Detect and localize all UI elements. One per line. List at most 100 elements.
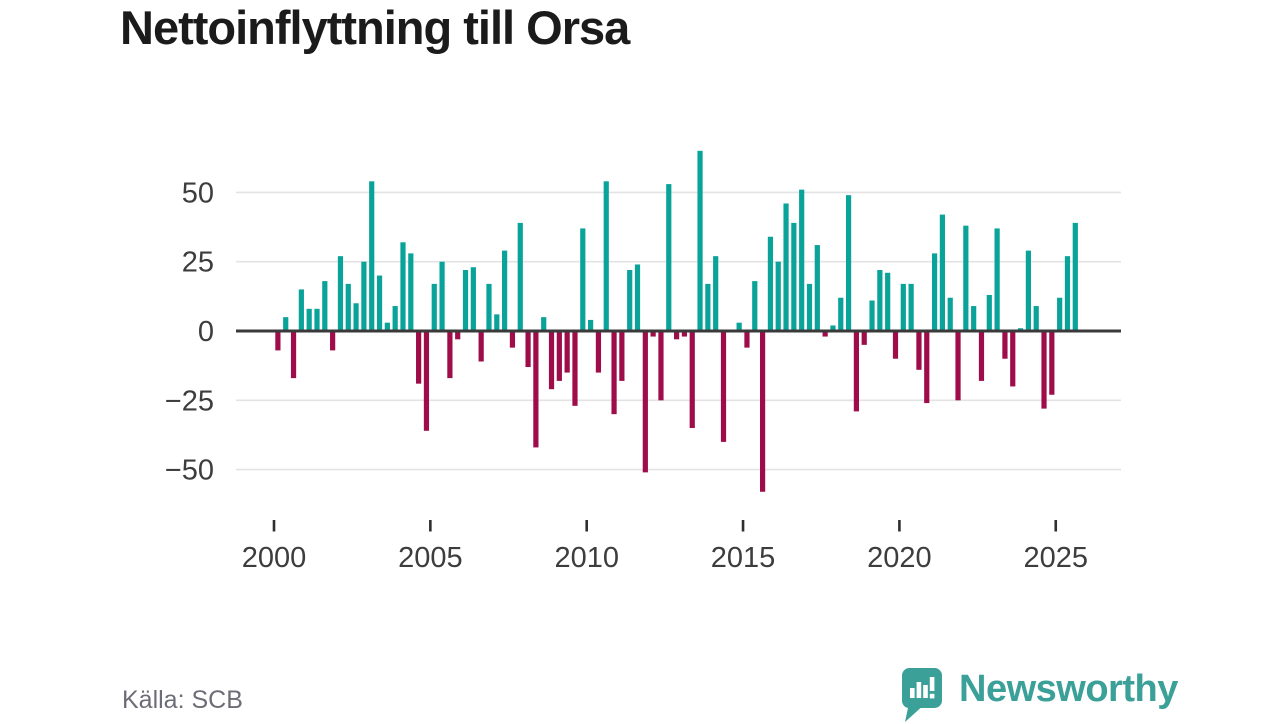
bar-2014-q4 bbox=[736, 322, 742, 331]
bar-2021-q1 bbox=[931, 253, 938, 331]
x-axis-label-2010: 2010 bbox=[554, 542, 619, 574]
bar-2010-q4 bbox=[611, 331, 617, 415]
bar-2013-q3 bbox=[697, 150, 703, 331]
x-axis-label-2015: 2015 bbox=[711, 542, 776, 574]
bar-2022-q1 bbox=[963, 225, 969, 331]
bar-2018-q3 bbox=[853, 331, 860, 412]
bar-2002-q4 bbox=[361, 261, 367, 331]
bar-2006-q4 bbox=[486, 283, 492, 331]
y-axis-label-50: 50 bbox=[182, 177, 214, 209]
bar-2024-q2 bbox=[1033, 306, 1039, 331]
bar-2003-q1 bbox=[369, 181, 375, 331]
bar-2014-q1 bbox=[713, 256, 719, 331]
bar-2025-q1 bbox=[1057, 297, 1063, 331]
bar-2006-q1 bbox=[462, 270, 469, 331]
bar-2007-q1 bbox=[494, 314, 500, 331]
bar-2000-q2 bbox=[283, 317, 289, 331]
bar-2020-q2 bbox=[908, 283, 914, 331]
bar-2021-q2 bbox=[939, 214, 945, 331]
y-axis-label-25: 25 bbox=[182, 247, 214, 279]
bar-2019-q2 bbox=[877, 270, 883, 331]
bar-2002-q3 bbox=[353, 303, 359, 331]
bar-2001-q4 bbox=[330, 331, 336, 351]
bar-2012-q4 bbox=[674, 331, 680, 340]
bar-2022-q2 bbox=[971, 306, 977, 331]
bar-2016-q1 bbox=[775, 261, 781, 331]
newsworthy-logo: Newsworthy bbox=[900, 666, 1180, 722]
y-axis-label--25: −25 bbox=[165, 385, 214, 417]
bar-2010-q1 bbox=[588, 319, 594, 331]
bar-2011-q3 bbox=[634, 264, 641, 331]
x-axis-label-2000: 2000 bbox=[242, 542, 307, 574]
bar-2021-q3 bbox=[947, 297, 953, 331]
bar-2009-q2 bbox=[564, 331, 570, 373]
bar-2008-q2 bbox=[533, 331, 539, 448]
bar-2025-q2 bbox=[1064, 256, 1071, 331]
bar-2005-q3 bbox=[447, 331, 453, 379]
y-axis-label--50: −50 bbox=[165, 455, 214, 487]
bar-chart-glyph bbox=[910, 677, 935, 699]
x-axis-label-2005: 2005 bbox=[398, 542, 463, 574]
bar-2015-q4 bbox=[767, 236, 774, 331]
bar-2006-q3 bbox=[478, 331, 484, 362]
bar-2009-q1 bbox=[556, 331, 562, 381]
bar-2021-q4 bbox=[955, 331, 961, 401]
bar-2020-q4 bbox=[924, 331, 930, 404]
bar-2022-q3 bbox=[978, 331, 985, 381]
bar-2016-q4 bbox=[799, 189, 805, 331]
bar-2022-q4 bbox=[986, 294, 992, 331]
bar-2011-q1 bbox=[619, 331, 625, 381]
x-axis-label-2020: 2020 bbox=[867, 542, 932, 574]
bar-2009-q4 bbox=[580, 228, 586, 331]
bar-2019-q3 bbox=[885, 272, 891, 331]
bar-2007-q3 bbox=[509, 331, 516, 348]
bar-2013-q4 bbox=[705, 283, 711, 331]
bar-2015-q1 bbox=[744, 331, 750, 348]
bar-2006-q2 bbox=[470, 267, 476, 331]
bar-2018-q1 bbox=[838, 297, 844, 331]
bar-2012-q1 bbox=[650, 331, 656, 337]
bar-2001-q2 bbox=[314, 308, 320, 331]
bar-2024-q1 bbox=[1025, 250, 1031, 331]
bar-2019-q1 bbox=[869, 300, 875, 331]
bar-2012-q3 bbox=[666, 184, 672, 331]
bar-2011-q4 bbox=[642, 331, 648, 473]
bar-2007-q2 bbox=[502, 250, 508, 331]
bar-2008-q3 bbox=[541, 317, 547, 331]
bar-2013-q1 bbox=[681, 331, 688, 337]
bar-2013-q2 bbox=[689, 331, 695, 429]
bar-2001-q3 bbox=[322, 281, 328, 331]
newsworthy-wordmark: Newsworthy bbox=[959, 668, 1178, 710]
bar-2005-q1 bbox=[431, 283, 437, 331]
bar-2000-q4 bbox=[298, 289, 304, 331]
bar-2015-q2 bbox=[752, 281, 758, 331]
bar-2004-q3 bbox=[416, 331, 422, 384]
bar-2003-q2 bbox=[376, 275, 383, 331]
bar-2004-q1 bbox=[400, 242, 406, 331]
bar-2000-q3 bbox=[290, 331, 297, 379]
bar-2024-q3 bbox=[1041, 331, 1047, 409]
y-axis-label-0: 0 bbox=[198, 316, 214, 348]
bar-2012-q2 bbox=[658, 331, 664, 401]
bar-2002-q2 bbox=[345, 283, 351, 331]
bar-2023-q2 bbox=[1002, 331, 1008, 359]
bar-2020-q3 bbox=[916, 331, 922, 370]
x-axis-label-2025: 2025 bbox=[1023, 542, 1088, 574]
bar-2011-q2 bbox=[627, 270, 633, 331]
bar-2017-q3 bbox=[822, 331, 828, 337]
bar-2005-q4 bbox=[455, 331, 461, 340]
bar-2024-q4 bbox=[1049, 331, 1055, 395]
bar-2008-q1 bbox=[525, 331, 531, 368]
bar-2009-q3 bbox=[572, 331, 578, 406]
bar-2016-q3 bbox=[791, 222, 797, 331]
bar-2016-q2 bbox=[783, 203, 789, 331]
bar-2004-q2 bbox=[408, 253, 414, 331]
bar-2004-q4 bbox=[423, 331, 430, 431]
speech-bubble-shape bbox=[901, 668, 942, 722]
bar-2010-q3 bbox=[603, 181, 609, 331]
bar-2002-q1 bbox=[337, 256, 344, 331]
bar-2005-q2 bbox=[439, 261, 445, 331]
newsworthy-chart-bubble-icon bbox=[901, 668, 942, 722]
bar-2010-q2 bbox=[595, 331, 602, 373]
